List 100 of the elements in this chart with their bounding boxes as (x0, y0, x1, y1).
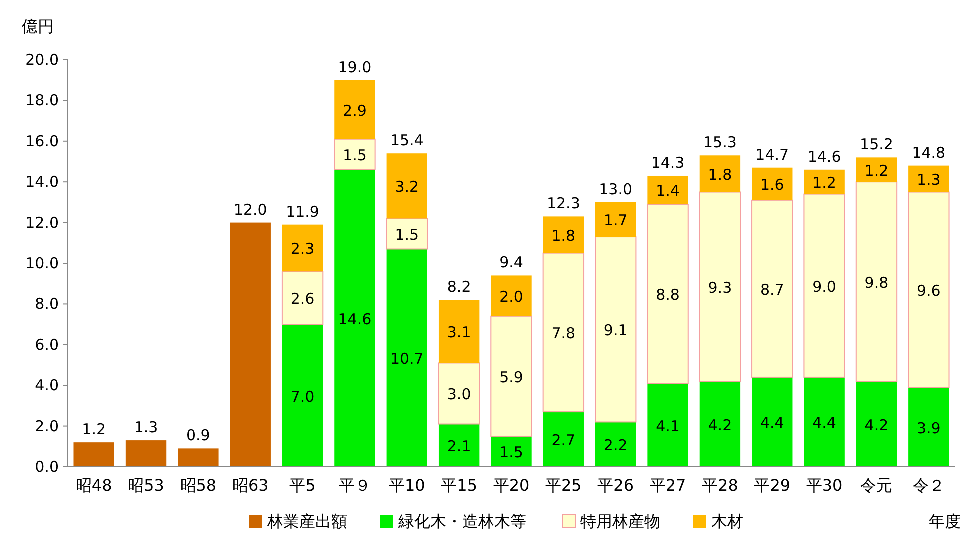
y-tick-label: 12.0 (26, 214, 59, 232)
data-label: 0.9 (186, 426, 210, 445)
bar (230, 222, 271, 467)
legend-label: 緑化木・造林木等 (398, 512, 526, 531)
data-label: 2.0 (500, 288, 524, 306)
x-tick-label: 平5 (290, 476, 316, 495)
total-label: 15.3 (704, 134, 737, 152)
data-label: 8.8 (656, 286, 680, 304)
data-label: 9.1 (604, 322, 628, 340)
x-tick-label: 平27 (650, 476, 686, 495)
data-label: 4.2 (708, 416, 732, 434)
y-tick-label: 10.0 (26, 254, 59, 272)
total-label: 12.3 (546, 194, 580, 213)
bar (282, 224, 324, 272)
bar (334, 80, 376, 140)
bar (856, 182, 898, 382)
data-label: 7.0 (290, 388, 315, 406)
data-label: 2.2 (604, 436, 628, 455)
data-label: 1.2 (82, 420, 106, 439)
total-label: 14.7 (756, 146, 790, 164)
y-tick-label: 18.0 (26, 92, 59, 110)
data-label: 3.2 (395, 178, 420, 196)
bar (908, 388, 950, 467)
bar (804, 194, 846, 378)
bar (700, 382, 741, 467)
bar (804, 170, 845, 194)
x-tick-label: 平10 (388, 476, 426, 495)
data-label: 2.1 (447, 438, 472, 456)
bar (386, 249, 428, 467)
data-label: 3.1 (447, 324, 472, 342)
data-label: 3.9 (916, 419, 941, 438)
bar (752, 200, 794, 378)
data-label: 9.0 (812, 278, 836, 296)
data-label: 1.8 (708, 166, 732, 184)
x-tick-label: 平29 (754, 476, 791, 495)
total-label: 14.8 (912, 144, 946, 162)
data-label: 2.6 (290, 290, 315, 308)
bar (752, 377, 793, 467)
total-label: 15.4 (390, 132, 424, 150)
data-label: 1.5 (395, 226, 420, 244)
data-label: 10.7 (390, 350, 424, 368)
x-tick-label: 平26 (598, 476, 634, 495)
x-tick-label: 昭48 (76, 476, 112, 495)
x-tick-label: 昭53 (128, 476, 164, 495)
bar (334, 138, 376, 170)
total-label: 9.4 (500, 254, 524, 272)
bar (752, 168, 793, 200)
data-label: 2.3 (290, 240, 315, 258)
x-tick-label: 令元 (860, 476, 893, 495)
data-label: 1.5 (500, 444, 524, 462)
data-label: 9.8 (864, 274, 889, 292)
legend-label: 特用林産物 (580, 512, 660, 531)
x-axis-title: 年度 (929, 512, 961, 531)
bar (490, 316, 532, 437)
x-tick-label: 昭58 (180, 476, 217, 495)
data-label: 1.4 (656, 182, 680, 200)
data-label: 4.4 (760, 414, 784, 432)
legend-label: 林業産出額 (266, 512, 348, 531)
bar (543, 216, 584, 254)
data-label: 12.0 (234, 200, 268, 219)
bar (804, 377, 845, 467)
x-tick-label: 平15 (441, 476, 478, 495)
total-label: 14.3 (651, 154, 685, 172)
bar (596, 422, 636, 467)
data-label: 9.3 (708, 278, 732, 297)
bar (491, 436, 532, 467)
total-label: 15.2 (860, 136, 894, 154)
bar (438, 362, 480, 425)
x-tick-label: 平30 (806, 476, 843, 495)
y-tick-label: 0.0 (35, 458, 59, 476)
bar (74, 442, 114, 467)
total-label: 8.2 (447, 278, 472, 296)
y-tick-label: 8.0 (35, 295, 59, 314)
total-label: 14.6 (808, 148, 842, 166)
total-label: 11.9 (286, 202, 320, 221)
x-tick-label: 平25 (545, 476, 582, 495)
bar (126, 440, 167, 467)
data-label: 4.4 (812, 414, 836, 432)
x-tick-label: 令２ (912, 476, 945, 495)
data-label: 1.2 (812, 174, 836, 192)
total-label: 13.0 (599, 180, 633, 198)
data-label: 1.3 (916, 171, 941, 190)
bar (334, 170, 376, 467)
bar (282, 324, 324, 467)
bar (596, 202, 636, 238)
y-tick-label: 4.0 (35, 376, 59, 395)
y-tick-label: 6.0 (35, 336, 59, 354)
bar (542, 252, 585, 413)
y-tick-label: 2.0 (35, 417, 59, 436)
bar (648, 384, 688, 467)
data-label: 7.8 (552, 324, 576, 343)
data-label: 1.8 (552, 227, 576, 246)
legend-label: 木材 (712, 512, 744, 531)
data-label: 5.9 (500, 368, 524, 386)
data-label: 14.6 (338, 310, 372, 328)
data-label: 1.2 (864, 162, 889, 180)
bar (700, 156, 741, 192)
data-label: 4.1 (656, 417, 680, 436)
data-label: 1.7 (604, 212, 628, 230)
x-tick-label: 平28 (702, 476, 738, 495)
